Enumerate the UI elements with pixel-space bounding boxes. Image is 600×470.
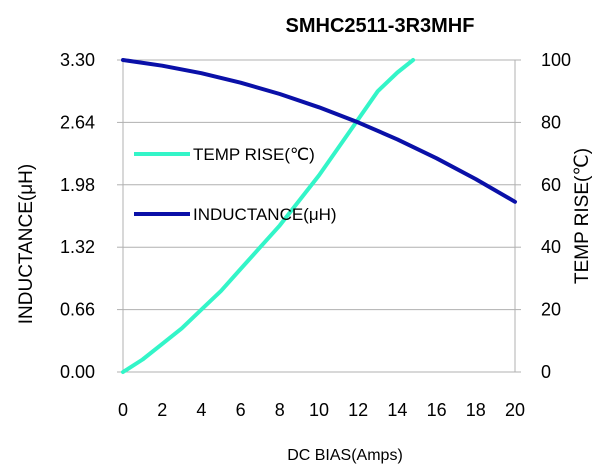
y-left-tick-label: 0.66 xyxy=(60,300,95,320)
x-tick-label: 20 xyxy=(505,400,525,420)
x-tick-label: 14 xyxy=(387,400,407,420)
inductance-line xyxy=(121,58,517,204)
chart-title: SMHC2511-3R3MHF xyxy=(286,15,475,37)
y-right-tick-label: 80 xyxy=(541,112,561,132)
y-left-tick-label: 0.00 xyxy=(60,362,95,382)
y-left-tick-label: 3.30 xyxy=(60,50,95,70)
y-left-tick-label: 1.32 xyxy=(60,237,95,257)
x-tick-label: 4 xyxy=(196,400,206,420)
y-left-tick-label: 1.98 xyxy=(60,175,95,195)
y-right-tick-labels: 0 20 40 60 80 100 xyxy=(541,50,571,382)
y-right-axis-label: TEMP RISE(℃) xyxy=(572,148,593,284)
y-right-tick-label: 60 xyxy=(541,175,561,195)
y-left-tick-label: 2.64 xyxy=(60,112,95,132)
x-tick-label: 10 xyxy=(309,400,329,420)
x-tick-label: 16 xyxy=(427,400,447,420)
x-tick-label: 18 xyxy=(466,400,486,420)
legend-label: INDUCTANCE(μH) xyxy=(193,205,337,224)
x-tick-label: 0 xyxy=(118,400,128,420)
x-axis-label: DC BIAS(Amps) xyxy=(287,447,403,464)
y-right-tick-label: 40 xyxy=(541,237,561,257)
x-tick-label: 12 xyxy=(348,400,368,420)
y-right-tick-label: 0 xyxy=(541,362,551,382)
y-right-tick-label: 20 xyxy=(541,300,561,320)
x-tick-labels: 0 2 4 6 8 10 12 14 16 18 20 xyxy=(118,400,525,420)
temp-rise-line xyxy=(121,58,416,374)
x-tick-label: 8 xyxy=(275,400,285,420)
y-left-axis-label: INDUCTANCE(μH) xyxy=(16,164,37,324)
series-lines xyxy=(121,58,517,374)
gridlines xyxy=(123,59,515,311)
x-tick-label: 2 xyxy=(157,400,167,420)
axes xyxy=(117,59,521,373)
x-tick-label: 6 xyxy=(236,400,246,420)
y-right-tick-label: 100 xyxy=(541,50,571,70)
legend: TEMP RISE(℃) INDUCTANCE(μH) xyxy=(134,145,337,224)
legend-label: TEMP RISE(℃) xyxy=(193,145,315,164)
y-left-tick-labels: 0.00 0.66 1.32 1.98 2.64 3.30 xyxy=(60,50,95,382)
